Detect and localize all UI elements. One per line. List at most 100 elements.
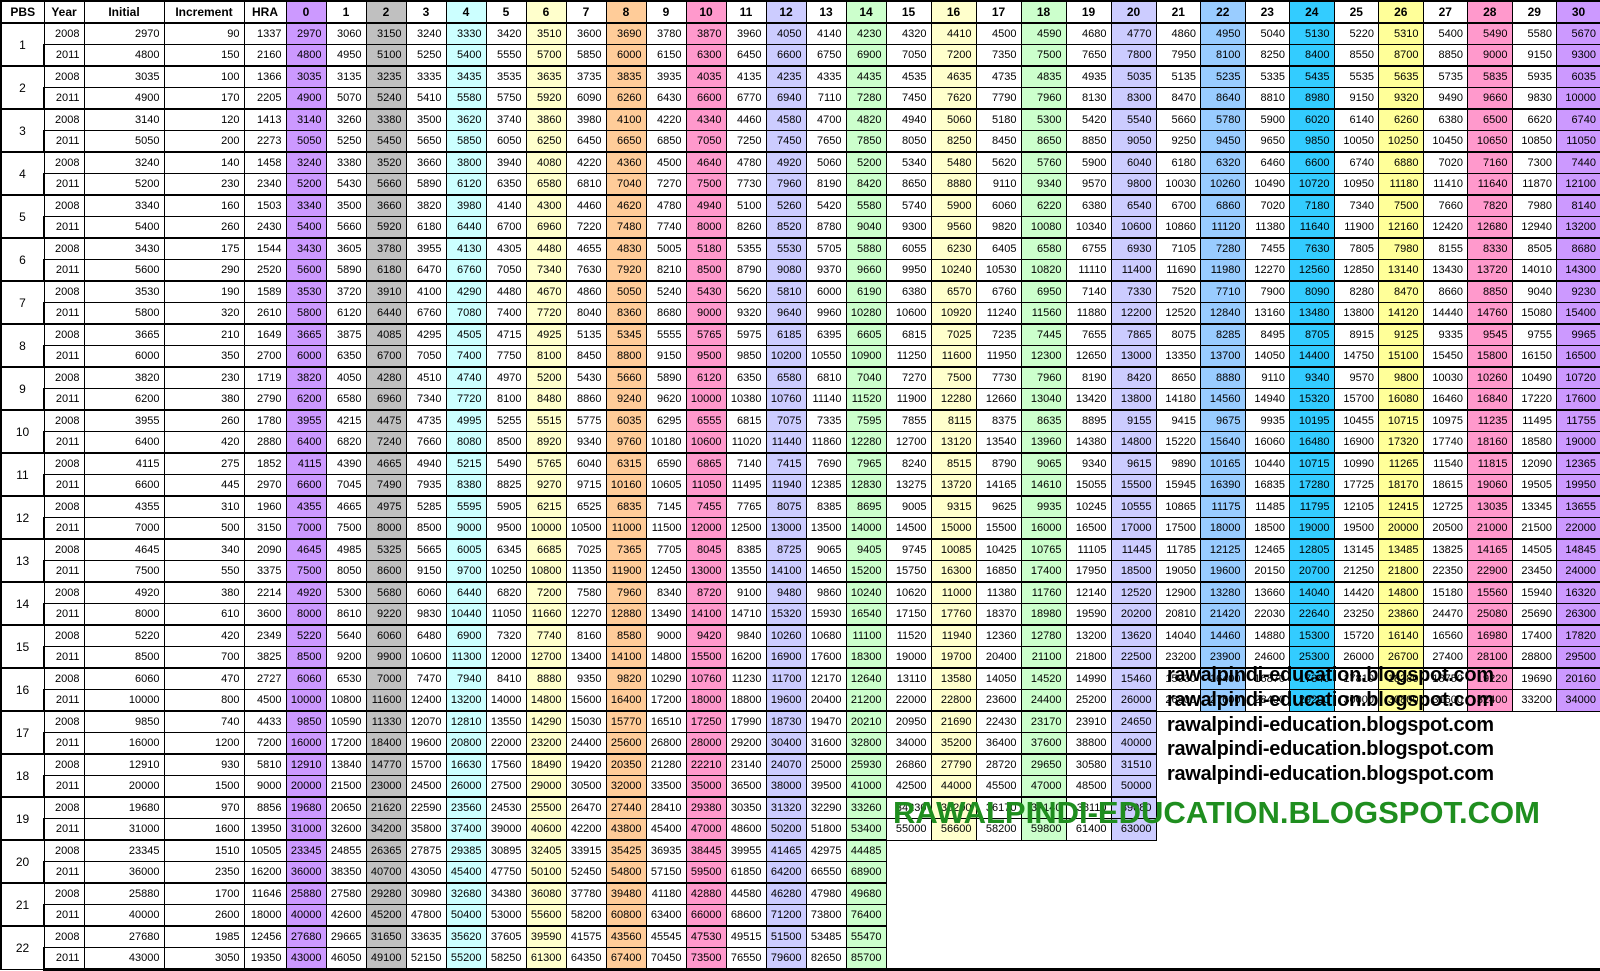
stage-value-cell: 10920 (931, 303, 976, 325)
stage-value-cell: 7500 (931, 367, 976, 389)
initial-pay-cell: 3955 (84, 410, 164, 432)
stage-value-cell: 5430 (566, 367, 606, 389)
stage-value-cell: 19600 (406, 733, 446, 755)
stage-value-cell: 7900 (1245, 281, 1290, 303)
initial-pay-cell: 19680 (84, 797, 164, 819)
stage-value-cell: 32405 (526, 840, 566, 862)
stage-column-header: 28 (1468, 1, 1513, 23)
stage-value-cell: 8100 (1201, 45, 1246, 67)
stage-value-cell: 5220 (1334, 23, 1379, 45)
initial-pay-cell: 6400 (84, 432, 164, 454)
stage-value-cell: 66000 (686, 905, 726, 927)
year-cell: 2008 (44, 840, 84, 862)
year-cell: 2008 (44, 238, 84, 260)
stage-value-cell: 10600 (686, 432, 726, 454)
stage-value-cell: 8190 (806, 174, 846, 196)
stage-value-cell: 3980 (566, 109, 606, 131)
stage-value-cell: 13160 (1245, 303, 1290, 325)
stage-value-cell: 11785 (1156, 539, 1201, 561)
stage-value-cell: 8880 (931, 174, 976, 196)
stage-value-cell: 4480 (526, 238, 566, 260)
stage-value-cell: 5480 (931, 152, 976, 174)
stage-value-cell: 11700 (766, 668, 806, 690)
stage-value-cell: 8790 (726, 260, 766, 282)
stage-value-cell: 10620 (886, 582, 931, 604)
stage-value-cell: 9570 (1334, 367, 1379, 389)
stage-value-cell: 6185 (766, 324, 806, 346)
stage-value-cell: 9490 (1423, 88, 1468, 110)
stage-value-cell: 4670 (526, 281, 566, 303)
stage-value-cell: 7140 (1066, 281, 1111, 303)
stage-value-cell: 7075 (766, 410, 806, 432)
stage-value-cell: 12140 (1066, 582, 1111, 604)
stage-value-cell: 33915 (566, 840, 606, 862)
stage-value-cell: 45545 (646, 926, 686, 948)
stage-value-cell: 12270 (1245, 260, 1290, 282)
increment-cell: 350 (164, 346, 244, 368)
stage-value-cell: 14000 (486, 690, 526, 712)
hra-cell: 2349 (244, 625, 286, 647)
stage-value-cell: 10680 (806, 625, 846, 647)
stage-value-cell: 5555 (646, 324, 686, 346)
stage-value-cell: 16080 (1379, 389, 1424, 411)
year-cell: 2011 (44, 862, 84, 884)
stage-value-cell: 42880 (686, 883, 726, 905)
stage-value-cell: 17560 (486, 754, 526, 776)
stage-value-cell: 11860 (806, 432, 846, 454)
stage-value-cell: 3535 (486, 66, 526, 88)
stage-value-cell: 13200 (1066, 625, 1111, 647)
stage-value-cell: 10550 (806, 346, 846, 368)
stage-value-cell: 8000 (686, 217, 726, 239)
year-cell: 2008 (44, 883, 84, 905)
year-cell: 2011 (44, 432, 84, 454)
stage-value-cell: 6060 (976, 195, 1021, 217)
stage-value-cell: 4410 (931, 23, 976, 45)
stage-value-cell: 41000 (846, 776, 886, 798)
stage-value-cell: 13140 (1379, 260, 1424, 282)
stage-value-cell: 18980 (1021, 604, 1066, 626)
stage-value-cell: 12360 (976, 625, 1021, 647)
stage-value-cell: 6555 (686, 410, 726, 432)
stage-value-cell: 32680 (446, 883, 486, 905)
stage-value-cell: 22900 (1468, 561, 1513, 583)
stage-value-cell: 6835 (606, 496, 646, 518)
stage-value-cell: 13660 (1245, 582, 1290, 604)
stage-value-cell: 7330 (1111, 281, 1156, 303)
stage-value-cell: 9350 (566, 668, 606, 690)
initial-pay-cell: 10000 (84, 690, 164, 712)
left-column-header: Increment (164, 1, 244, 23)
stage-value-cell: 15080 (1512, 303, 1557, 325)
year-cell: 2011 (44, 346, 84, 368)
initial-pay-cell: 12910 (84, 754, 164, 776)
stage-value-cell: 15320 (766, 604, 806, 626)
stage-value-cell: 4320 (886, 23, 931, 45)
stage-value-cell: 34200 (366, 819, 406, 841)
stage-value-cell: 17820 (1557, 625, 1600, 647)
stage-value-cell: 43800 (606, 819, 646, 841)
stage-value-cell: 39000 (486, 819, 526, 841)
stage-value-cell: 4035 (686, 66, 726, 88)
stage-value-cell: 22030 (1245, 604, 1290, 626)
increment-cell: 160 (164, 195, 244, 217)
stage-value-cell: 6600 (1290, 152, 1335, 174)
stage-value-cell: 16000 (286, 733, 326, 755)
stage-value-cell: 4655 (566, 238, 606, 260)
stage-value-cell: 5300 (1021, 109, 1066, 131)
stage-value-cell: 7105 (1156, 238, 1201, 260)
stage-value-cell: 19590 (1066, 604, 1111, 626)
stage-value-cell: 3340 (286, 195, 326, 217)
stage-value-cell: 5200 (526, 367, 566, 389)
stage-value-cell: 14500 (886, 518, 931, 540)
stage-value-cell: 7620 (931, 88, 976, 110)
stage-value-cell: 10440 (1245, 453, 1290, 475)
stage-value-cell: 13200 (1557, 217, 1600, 239)
stage-value-cell: 5220 (286, 625, 326, 647)
stage-value-cell: 53485 (806, 926, 846, 948)
stage-value-cell: 8680 (1557, 238, 1600, 260)
stage-value-cell: 11560 (1021, 303, 1066, 325)
stage-value-cell: 2970 (286, 23, 326, 45)
stage-value-cell: 9150 (646, 346, 686, 368)
